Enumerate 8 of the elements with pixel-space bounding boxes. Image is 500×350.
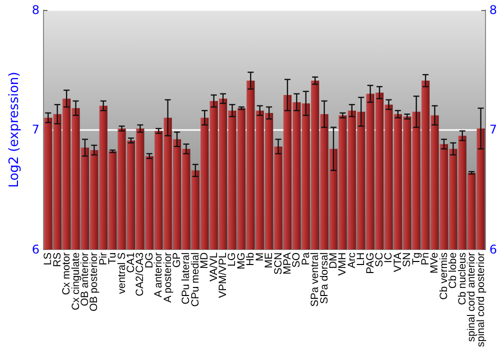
y-tick-label: 7: [32, 122, 40, 137]
x-tick-label: CPu medial: [189, 252, 202, 307]
y2-tick-label: 7: [489, 122, 498, 137]
y-tick-label: 6: [32, 242, 40, 256]
y2-tick-label: 8: [489, 3, 498, 17]
y2-tick-label: 6: [489, 242, 498, 256]
y-axis-title: Log2 (expression): [7, 72, 22, 188]
y-tick-label: 8: [32, 3, 40, 17]
